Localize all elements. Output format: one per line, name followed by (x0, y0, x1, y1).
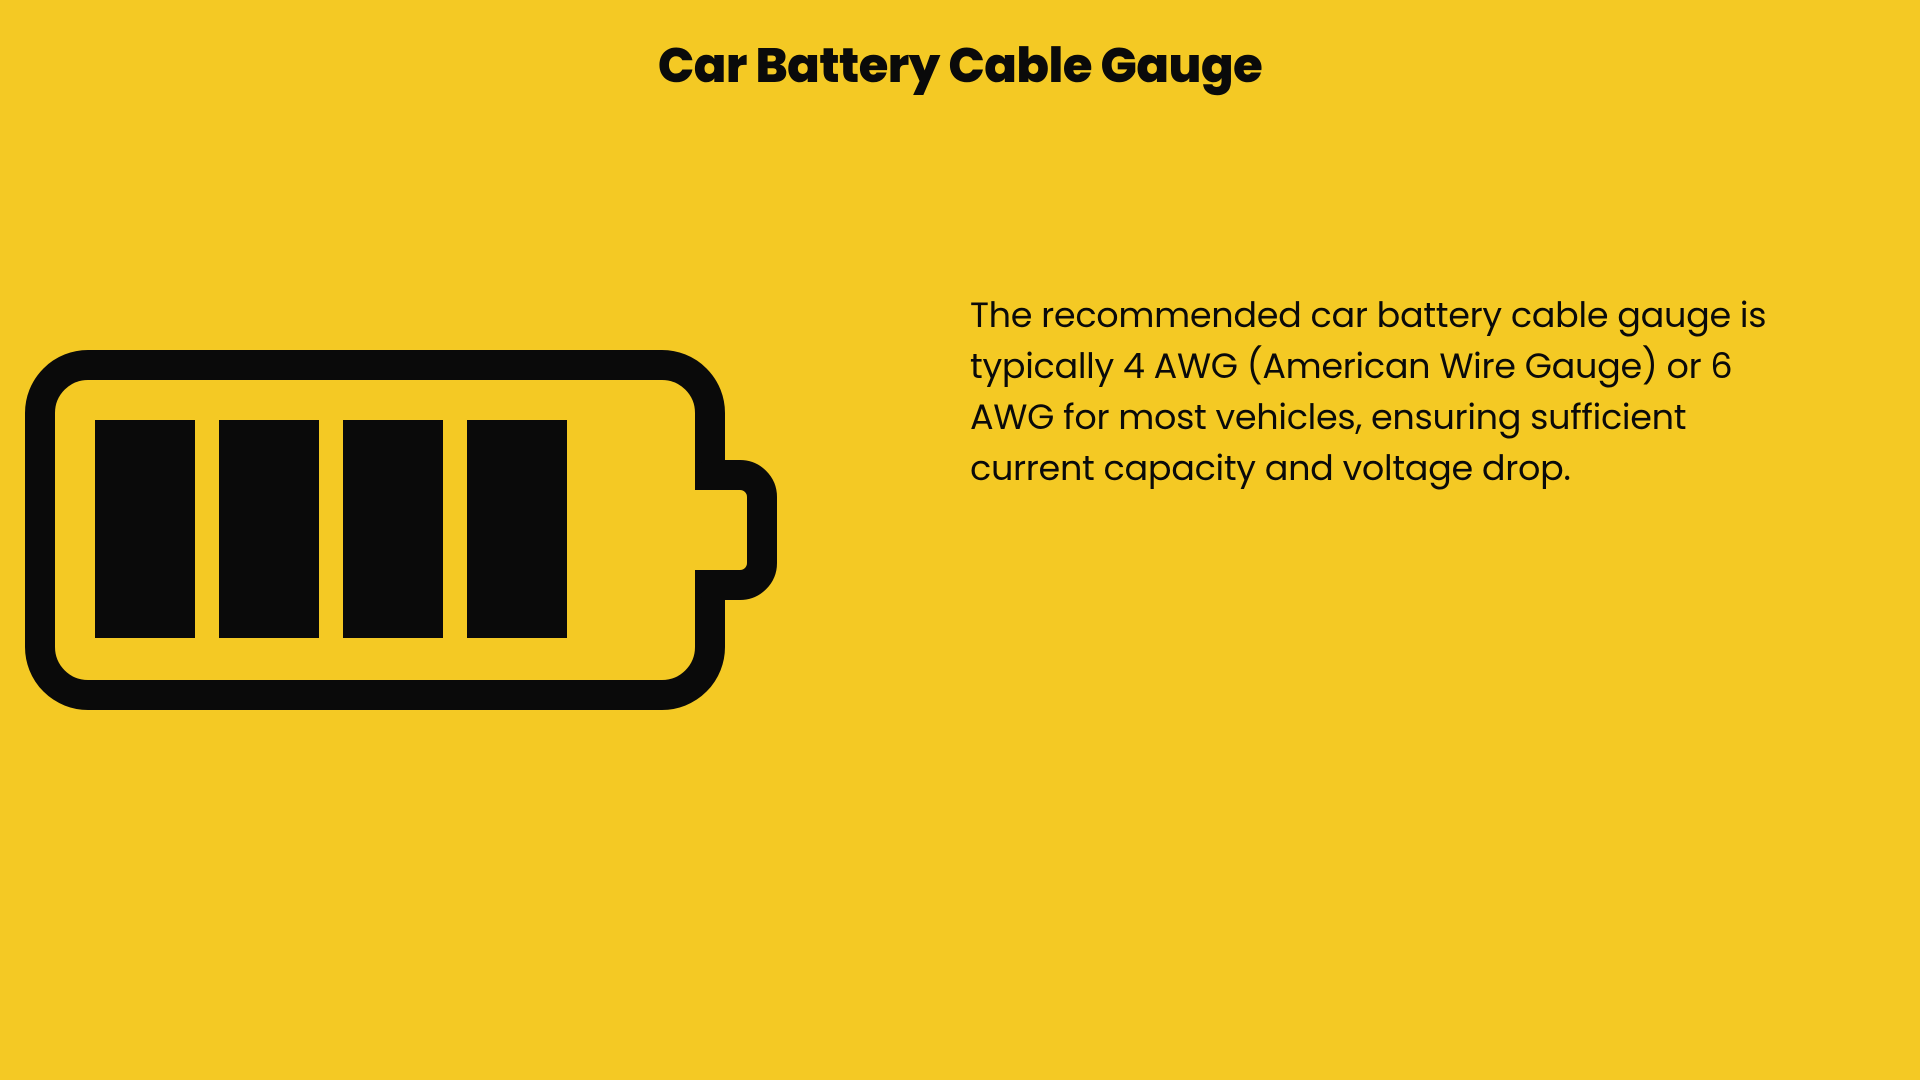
page-title: Car Battery Cable Gauge (0, 30, 1920, 102)
body-paragraph: The recommended car battery cable gauge … (970, 290, 1780, 494)
battery-icon (25, 350, 785, 717)
